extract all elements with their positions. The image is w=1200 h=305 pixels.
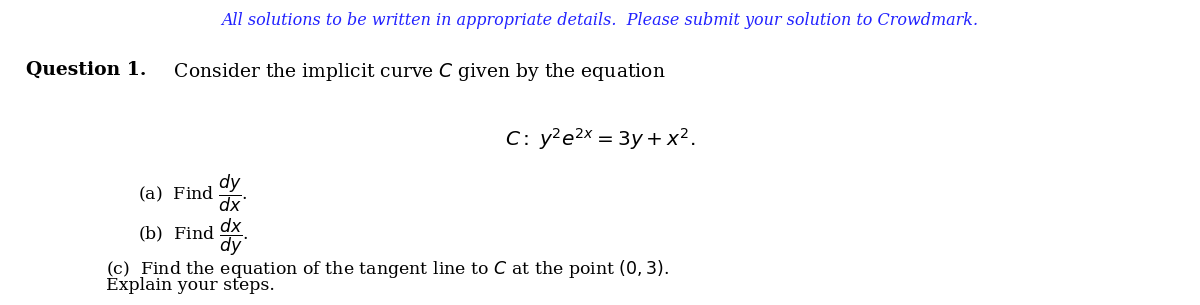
Text: $C:\; y^2e^{2x} = 3y + x^2.$: $C:\; y^2e^{2x} = 3y + x^2.$	[505, 127, 695, 152]
Text: (a)  Find $\dfrac{dy}{dx}$.: (a) Find $\dfrac{dy}{dx}$.	[138, 172, 247, 214]
Text: (c)  Find the equation of the tangent line to $C$ at the point $(0, 3)$.: (c) Find the equation of the tangent lin…	[106, 258, 668, 280]
Text: Consider the implicit curve $C$ given by the equation: Consider the implicit curve $C$ given by…	[162, 61, 666, 83]
Text: (b)  Find $\dfrac{dx}{dy}$.: (b) Find $\dfrac{dx}{dy}$.	[138, 217, 248, 258]
Text: Question 1.: Question 1.	[26, 61, 146, 79]
Text: All solutions to be written in appropriate details.  Please submit your solution: All solutions to be written in appropria…	[222, 12, 978, 29]
Text: Explain your steps.: Explain your steps.	[106, 277, 275, 294]
